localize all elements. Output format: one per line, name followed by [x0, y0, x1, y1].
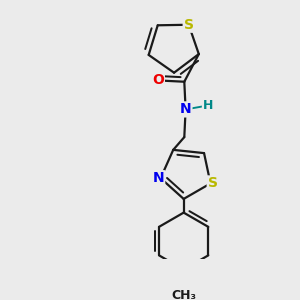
Text: N: N: [153, 171, 164, 185]
Text: H: H: [203, 99, 213, 112]
Text: O: O: [152, 74, 164, 87]
Text: CH₃: CH₃: [171, 290, 196, 300]
Text: S: S: [208, 176, 218, 190]
Text: N: N: [180, 102, 191, 116]
Text: S: S: [184, 18, 194, 32]
